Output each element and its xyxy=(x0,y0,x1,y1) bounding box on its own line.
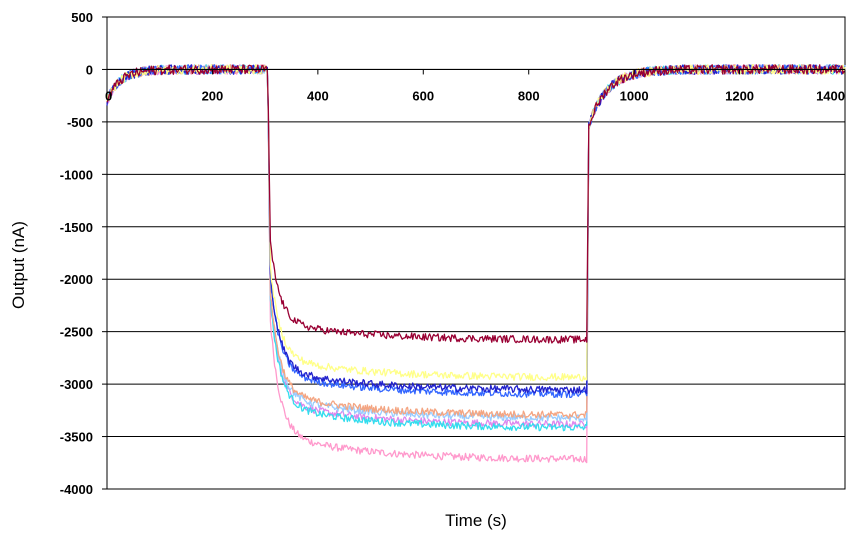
series-line-2 xyxy=(106,64,846,429)
x-tick-label: 800 xyxy=(518,88,540,103)
y-tick-label: -1500 xyxy=(60,220,93,235)
y-tick-label: -2500 xyxy=(60,325,93,340)
y-tick-label: -2000 xyxy=(60,272,93,287)
series-line-4 xyxy=(106,64,846,423)
x-tick-label: 1200 xyxy=(725,88,754,103)
x-tick-label: 1000 xyxy=(620,88,649,103)
plot-area-frame xyxy=(106,16,846,490)
series-line-9 xyxy=(106,64,846,344)
x-axis-title: Time (s) xyxy=(445,511,507,530)
x-tick-label: 1400 xyxy=(816,88,845,103)
y-tick-label: -1000 xyxy=(60,167,93,182)
series-line-7 xyxy=(106,64,846,395)
x-tick-label: 400 xyxy=(307,88,329,103)
y-tick-label: -3000 xyxy=(60,377,93,392)
x-tick-label: 200 xyxy=(202,88,224,103)
y-tick-label: -3500 xyxy=(60,430,93,445)
series-layer xyxy=(106,64,846,464)
x-tick-label: 600 xyxy=(412,88,434,103)
y-axis-ticks: 500 0 -500 -1000 -1500 -2000 -2500 -3000 -3500 -4… xyxy=(60,10,107,497)
x-tick-label: 0 xyxy=(105,88,112,103)
series-line-1 xyxy=(106,64,846,464)
y-tick-label: -500 xyxy=(67,115,93,130)
series-line-6 xyxy=(106,64,846,399)
y-tick-label: 500 xyxy=(71,10,93,25)
x-axis-ticks: 0 200 400 600 800 1000 1200 1400 xyxy=(105,69,846,103)
y-tick-label: -4000 xyxy=(60,482,93,497)
y-tick-label: 0 xyxy=(86,62,93,77)
series-line-5 xyxy=(106,64,846,419)
series-line-8 xyxy=(106,64,846,382)
y-axis-title: Output (nA) xyxy=(9,221,28,309)
